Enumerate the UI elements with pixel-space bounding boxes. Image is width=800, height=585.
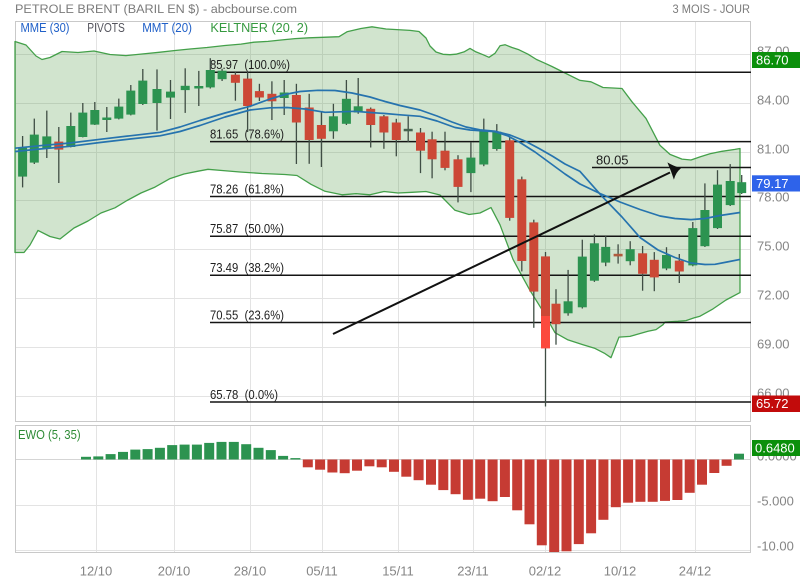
svg-text:KELTNER (20, 2): KELTNER (20, 2) <box>210 20 308 35</box>
svg-text:23/11: 23/11 <box>457 564 489 579</box>
svg-text:10/12: 10/12 <box>604 564 637 579</box>
svg-text:70.55 (23.6%): 70.55 (23.6%) <box>210 308 284 322</box>
svg-text:81.00: 81.00 <box>757 142 790 157</box>
svg-text:15/11: 15/11 <box>382 564 414 579</box>
svg-text:85.97 (100.0%): 85.97 (100.0%) <box>210 58 290 72</box>
svg-text:PETROLE BRENT (BARIL EN $) - a: PETROLE BRENT (BARIL EN $) - abcbourse.c… <box>15 2 297 16</box>
svg-text:80.05: 80.05 <box>596 153 629 168</box>
svg-text:75.00: 75.00 <box>757 239 790 254</box>
svg-text:65.78 (0.0%): 65.78 (0.0%) <box>210 388 278 402</box>
svg-text:78.00: 78.00 <box>757 190 790 205</box>
svg-text:12/10: 12/10 <box>80 564 113 579</box>
svg-text:3 MOIS - JOUR: 3 MOIS - JOUR <box>673 2 751 16</box>
svg-text:MMT (20): MMT (20) <box>142 20 192 35</box>
svg-text:24/12: 24/12 <box>679 564 712 579</box>
svg-text:EWO (5, 35): EWO (5, 35) <box>18 427 81 442</box>
svg-text:79.17: 79.17 <box>756 176 789 191</box>
svg-text:84.00: 84.00 <box>757 93 790 108</box>
svg-text:72.00: 72.00 <box>757 288 790 303</box>
svg-text:69.00: 69.00 <box>757 337 790 352</box>
svg-text:-5.000: -5.000 <box>757 494 794 509</box>
svg-text:86.70: 86.70 <box>756 53 789 68</box>
svg-text:20/10: 20/10 <box>158 564 191 579</box>
svg-text:-10.00: -10.00 <box>757 539 794 554</box>
svg-text:05/11: 05/11 <box>306 564 338 579</box>
svg-text:78.26 (61.8%): 78.26 (61.8%) <box>210 182 284 196</box>
svg-text:75.87 (50.0%): 75.87 (50.0%) <box>210 222 284 236</box>
svg-text:0.6480: 0.6480 <box>755 441 795 456</box>
svg-text:65.72: 65.72 <box>756 396 789 411</box>
svg-text:02/12: 02/12 <box>529 564 562 579</box>
svg-text:73.49 (38.2%): 73.49 (38.2%) <box>210 261 284 275</box>
svg-text:PIVOTS: PIVOTS <box>87 20 125 35</box>
svg-text:28/10: 28/10 <box>234 564 267 579</box>
svg-text:MME (30): MME (30) <box>21 20 70 35</box>
svg-text:81.65 (78.6%): 81.65 (78.6%) <box>210 127 284 141</box>
